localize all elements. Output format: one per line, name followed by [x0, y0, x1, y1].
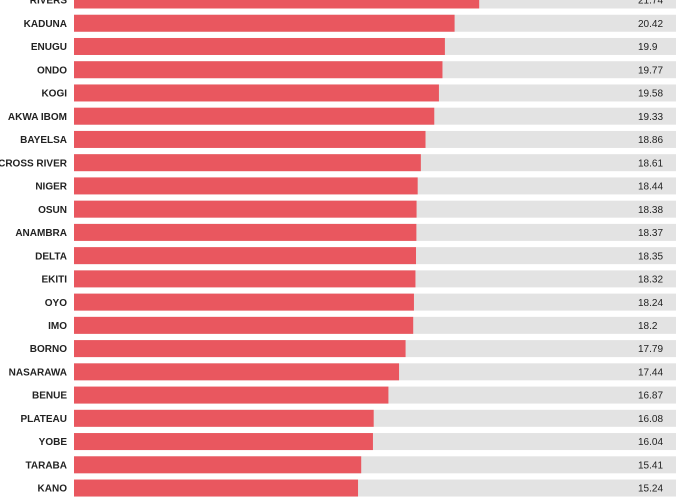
value-label: 16.08 [638, 414, 663, 425]
value-label: 18.61 [638, 158, 663, 169]
category-label: KOGI [41, 89, 67, 100]
bar [74, 200, 417, 218]
bar [74, 61, 443, 79]
bar [74, 386, 389, 404]
bar [74, 107, 435, 125]
bar [74, 247, 417, 265]
value-label: 18.2 [638, 321, 658, 332]
category-label: BENUE [32, 391, 67, 402]
value-label: 19.77 [638, 65, 663, 76]
category-label: YOBE [39, 437, 68, 448]
bar [74, 293, 414, 311]
value-label: 18.35 [638, 251, 663, 262]
bar [74, 456, 362, 474]
category-label: AKWA IBOM [8, 112, 67, 123]
value-label: 18.24 [638, 298, 663, 309]
value-label: 19.9 [638, 42, 658, 53]
category-label: ENUGU [31, 42, 67, 53]
category-label: TARABA [26, 460, 67, 471]
bar [74, 479, 359, 497]
category-label: ONDO [37, 65, 67, 76]
bar [74, 363, 400, 381]
value-label: 18.38 [638, 205, 663, 216]
category-label: CROSS RIVER [0, 158, 68, 169]
bar [74, 0, 480, 9]
category-label: KANO [38, 484, 68, 495]
bar [74, 130, 426, 148]
bar [74, 154, 421, 172]
category-label: BORNO [30, 344, 67, 355]
bar [74, 270, 416, 288]
value-label: 15.41 [638, 460, 663, 471]
value-label: 16.04 [638, 437, 663, 448]
value-label: 16.87 [638, 391, 663, 402]
value-label: 18.86 [638, 135, 663, 146]
value-label: 18.32 [638, 275, 663, 286]
value-label: 19.58 [638, 89, 663, 100]
category-label: EKITI [41, 275, 67, 286]
bar [74, 316, 414, 334]
value-label: 18.44 [638, 182, 663, 193]
category-label: OSUN [38, 205, 67, 216]
category-label: DELTA [35, 251, 67, 262]
value-label: 17.44 [638, 367, 663, 378]
bar [74, 409, 374, 427]
value-label: 17.79 [638, 344, 663, 355]
bar [74, 223, 417, 241]
value-label: 15.24 [638, 484, 663, 495]
bar [74, 433, 373, 451]
category-label: IMO [48, 321, 67, 332]
value-label: 20.42 [638, 19, 663, 30]
bar [74, 340, 406, 358]
value-label: 18.37 [638, 228, 663, 239]
bar [74, 14, 455, 32]
category-label: RIVERS [30, 0, 68, 7]
value-label: 21.74 [638, 0, 663, 7]
bar [74, 37, 445, 55]
category-label: ANAMBRA [15, 228, 67, 239]
value-label: 19.33 [638, 112, 663, 123]
category-label: OYO [45, 298, 67, 309]
bar [74, 177, 418, 195]
category-label: KADUNA [24, 19, 67, 30]
category-label: BAYELSA [20, 135, 67, 146]
category-label: NIGER [35, 182, 67, 193]
category-label: PLATEAU [21, 414, 67, 425]
bar [74, 84, 439, 102]
category-label: NASARAWA [9, 367, 67, 378]
